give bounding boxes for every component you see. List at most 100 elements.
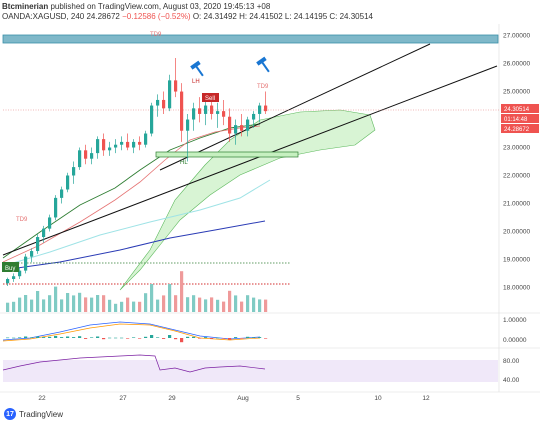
- macd-histogram-bar: [144, 336, 148, 338]
- macd-histogram-bar: [12, 337, 16, 339]
- candle-body[interactable]: [48, 217, 52, 229]
- candle-body[interactable]: [156, 99, 160, 106]
- author-name[interactable]: Btcminerian: [2, 2, 49, 11]
- candle-body[interactable]: [258, 105, 262, 114]
- last-price-tag-bg: [501, 124, 539, 133]
- price-tick-label: 18.00000: [503, 284, 530, 291]
- ichimoku-cloud: [119, 109, 376, 291]
- volume-bar: [66, 293, 70, 312]
- candle-body[interactable]: [216, 111, 220, 114]
- candle-body[interactable]: [192, 108, 196, 120]
- tradingview-logo[interactable]: 17 TradingView: [4, 408, 63, 420]
- macd-histogram-bar: [96, 336, 100, 338]
- candle-body[interactable]: [18, 270, 22, 277]
- candle-body[interactable]: [240, 125, 244, 131]
- candle-body[interactable]: [246, 119, 250, 131]
- macd-histogram-bar: [48, 336, 52, 338]
- volume-bar: [120, 301, 124, 312]
- candle-body[interactable]: [132, 141, 136, 148]
- candle-body[interactable]: [264, 105, 268, 112]
- candle-body[interactable]: [204, 105, 208, 114]
- volume-bar: [252, 297, 256, 312]
- volume-bar: [246, 295, 250, 312]
- candle-body[interactable]: [114, 144, 118, 148]
- candle-body[interactable]: [78, 150, 82, 168]
- time-tick-label: 22: [38, 395, 46, 402]
- price-tick-label: 25.00000: [503, 89, 530, 96]
- annotation-td9-right: TD9: [257, 84, 269, 90]
- rsi-band: [3, 360, 498, 382]
- publish-info: published on TradingView.com, August 03,…: [50, 2, 271, 11]
- candle-body[interactable]: [84, 150, 88, 159]
- candle-body[interactable]: [36, 237, 40, 252]
- volume-bar: [150, 284, 154, 312]
- sell-tag: Sell: [205, 96, 215, 102]
- volume-bar: [18, 297, 22, 312]
- candle-body[interactable]: [180, 91, 184, 131]
- candle-body[interactable]: [144, 133, 148, 145]
- last-price-tag: 24.28672: [504, 127, 530, 133]
- volume-bar: [132, 301, 136, 312]
- macd-histogram-bar: [180, 338, 184, 343]
- volume-bar: [90, 297, 94, 312]
- candle-body[interactable]: [96, 139, 100, 154]
- candle-body[interactable]: [126, 141, 130, 148]
- candle-body[interactable]: [120, 141, 124, 145]
- volume-bar: [6, 302, 10, 312]
- macd-histogram-bar: [132, 337, 136, 338]
- macd-histogram-bar: [264, 338, 268, 339]
- volume-bar: [144, 293, 148, 312]
- volume-bar: [60, 299, 64, 312]
- candle-body[interactable]: [174, 80, 178, 92]
- candle-body[interactable]: [90, 153, 94, 159]
- macd-histogram-bar: [186, 336, 190, 338]
- volume-bar: [186, 297, 190, 312]
- annotation-td9-left: TD9: [16, 217, 28, 223]
- candle-body[interactable]: [222, 111, 226, 117]
- trendline-2[interactable]: [159, 43, 431, 171]
- tradingview-logo-text: TradingView: [19, 409, 64, 419]
- volume-bar: [84, 297, 88, 312]
- candle-body[interactable]: [168, 80, 172, 109]
- macd-histogram-bar: [78, 336, 82, 338]
- candle-body[interactable]: [150, 105, 154, 134]
- macd-histogram-bar: [216, 337, 220, 339]
- macd-histogram-bar: [252, 337, 256, 338]
- candle-body[interactable]: [6, 279, 10, 284]
- candle-body[interactable]: [66, 175, 70, 190]
- candle-body[interactable]: [108, 147, 112, 151]
- candle-body[interactable]: [54, 197, 58, 218]
- current-price-tag-bg: [501, 104, 539, 113]
- candle-body[interactable]: [12, 276, 16, 280]
- candle-body[interactable]: [42, 228, 46, 238]
- annotation-lh: LH: [192, 79, 200, 85]
- candle-body[interactable]: [60, 189, 64, 198]
- candle-body[interactable]: [210, 105, 214, 114]
- macd-histogram-bar: [60, 337, 64, 338]
- annotation-hl: HL: [180, 160, 188, 166]
- buy-tag-bg: [2, 262, 19, 272]
- candle-body[interactable]: [162, 99, 166, 109]
- candle-body[interactable]: [252, 113, 256, 120]
- macd-histogram-bar: [66, 336, 70, 338]
- candle-body[interactable]: [228, 116, 232, 134]
- candle-body[interactable]: [198, 108, 202, 114]
- macd-histogram-bar: [30, 337, 34, 338]
- macd-histogram-bar: [258, 337, 262, 338]
- candle-body[interactable]: [24, 256, 28, 271]
- macd-histogram-bar: [42, 337, 46, 338]
- macd-histogram-bar: [138, 338, 142, 339]
- candle-body[interactable]: [186, 119, 190, 131]
- candle-body[interactable]: [138, 141, 142, 145]
- candle-body[interactable]: [72, 167, 76, 176]
- trendline-1[interactable]: [2, 65, 498, 256]
- candle-body[interactable]: [102, 139, 106, 151]
- candle-body[interactable]: [234, 125, 238, 134]
- time-tick-label: 27: [119, 395, 127, 402]
- candle-body[interactable]: [30, 251, 34, 257]
- publish-line: Btcminerian published on TradingView.com…: [2, 2, 270, 11]
- volume-bar: [48, 295, 52, 312]
- support-box: [155, 151, 299, 158]
- volume-bar: [174, 295, 178, 312]
